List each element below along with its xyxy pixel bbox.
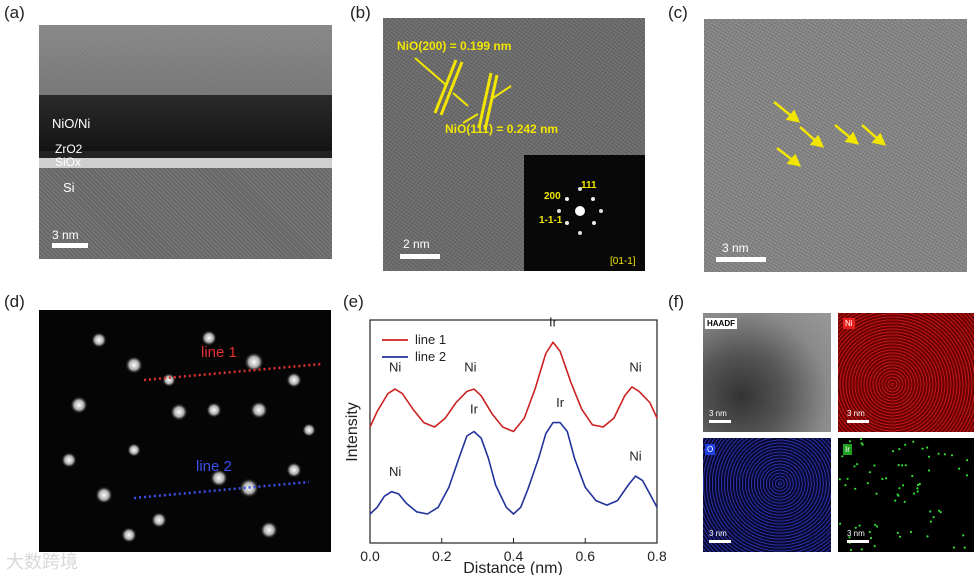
map-haadf-scalebar (709, 420, 731, 423)
map-ir-scalebar (847, 540, 869, 543)
layer-siox-label: SiOx (55, 155, 82, 169)
map-o: O 3 nm (703, 438, 831, 552)
x-tick-label: 0.8 (647, 548, 666, 564)
y-axis-label: Intensity (344, 402, 361, 462)
peak-label: Ni (389, 464, 401, 479)
peak-label: Ni (464, 359, 476, 374)
scalebar-c (716, 257, 766, 262)
legend-label-1: line 1 (415, 332, 446, 347)
peak-label: Ni (629, 359, 641, 374)
watermark: 大数跨境 (6, 552, 78, 572)
layer-nio-label: NiO/Ni (52, 116, 91, 131)
map-ni: Ni 3 nm (838, 313, 974, 432)
scalebar-b (400, 254, 440, 259)
annotation-nio111: NiO(111) = 0.242 nm (445, 122, 559, 136)
x-tick-label: 0.2 (432, 548, 452, 564)
map-haadf-scale-label: 3 nm (709, 409, 727, 418)
map-o-scalebar (709, 540, 731, 543)
peak-label: Ir (556, 395, 565, 410)
map-ni-scale-label: 3 nm (847, 409, 865, 418)
x-tick-label: 0.6 (576, 548, 596, 564)
panel-d-haadf-image: line 1 line 2 (39, 310, 331, 552)
panel-b-hrtem-image: NiO(200) = 0.199 nm NiO(111) = 0.242 nm … (383, 18, 645, 271)
map-haadf-tag: HAADF (705, 318, 737, 329)
panel-c-label: (c) (668, 3, 688, 22)
x-axis-label: Distance (nm) (463, 560, 563, 575)
line-2-label: line 2 (196, 458, 232, 475)
map-ir: Ir 3 nm (838, 438, 974, 552)
fft-1-1-1-label: 1-1-1 (539, 215, 563, 226)
panel-a-label: (a) (4, 3, 25, 22)
peak-label: Ni (389, 359, 401, 374)
map-ni-scalebar (847, 420, 869, 423)
map-o-tag: O (705, 444, 716, 455)
scalebar-a (52, 243, 88, 248)
scalebar-c-label: 3 nm (722, 241, 749, 255)
panel-c-hrtem-image: 3 nm (704, 19, 967, 272)
layer-si-label: Si (63, 180, 75, 195)
fft-200-label: 200 (544, 191, 561, 202)
map-ni-tag: Ni (843, 318, 855, 329)
annotation-nio200: NiO(200) = 0.199 nm (397, 39, 512, 53)
layer-zro-label: ZrO2 (55, 142, 83, 156)
x-tick-label: 0.0 (360, 548, 380, 564)
map-o-scale-label: 3 nm (709, 529, 727, 538)
series-line-1 (369, 341, 658, 433)
x-tick-label: 0.4 (504, 548, 524, 564)
line-1-label: line 1 (201, 344, 237, 361)
intensity-profile-chart: 0.0 0.2 0.4 0.6 0.8 Ni Ni Ir Ni Ni Ir Ir Ni line 1 l… (344, 315, 666, 575)
scalebar-a-label: 3 nm (52, 228, 79, 242)
map-ir-scale-label: 3 nm (847, 529, 865, 538)
map-ir-tag: Ir (843, 444, 852, 455)
fft-zone-label: [01-1] (610, 256, 636, 267)
panel-e-label: (e) (343, 292, 364, 311)
panel-b-label: (b) (350, 3, 371, 22)
panel-a-tem-image: NiO/Ni ZrO2 SiOx Si 3 nm (39, 25, 332, 259)
panel-f-label: (f) (668, 292, 685, 311)
fft-inset: 111 200 1-1-1 [01-1] (524, 155, 645, 271)
panel-d-label: (d) (4, 292, 25, 311)
peak-label: Ir (470, 402, 479, 417)
map-haadf: HAADF 3 nm (703, 313, 831, 432)
series-line-2 (369, 421, 658, 515)
peak-label: Ni (629, 448, 641, 463)
legend-label-2: line 2 (415, 349, 446, 364)
peak-label: Ir (549, 315, 558, 330)
line-2-path (133, 480, 310, 500)
fft-111-label: 111 (581, 180, 597, 191)
scalebar-b-label: 2 nm (403, 237, 430, 251)
